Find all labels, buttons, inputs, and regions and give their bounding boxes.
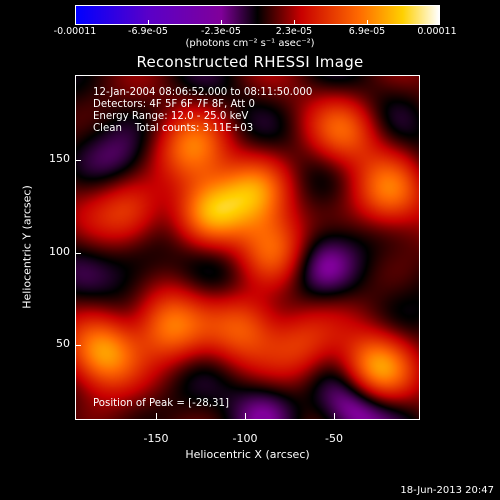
heatmap-image [76, 76, 419, 419]
colorbar-gradient [76, 6, 439, 24]
colorbar-tick-label: -0.00011 [53, 26, 97, 37]
colorbar-tick-mark [367, 20, 368, 25]
colorbar-tick-label: -6.9e-05 [128, 26, 168, 37]
time-range-label: 12-Jan-2004 08:06:52.000 to 08:11:50.000 [93, 87, 313, 98]
colorbar [75, 5, 440, 25]
x-tick-mark [245, 413, 246, 419]
colorbar-tick-mark [148, 20, 149, 25]
colorbar-tick-label: 0.00011 [417, 26, 457, 37]
colorbar-tick-label: -2.3e-05 [201, 26, 241, 37]
colorbar-tick-mark [439, 20, 440, 25]
x-tick-label: -100 [232, 432, 258, 445]
colorbar-tick-mark [294, 20, 295, 25]
y-tick-label: 100 [49, 245, 70, 258]
colorbar-units: (photons cm⁻² s⁻¹ asec⁻²) [185, 38, 315, 49]
x-tick-label: -50 [325, 432, 343, 445]
y-axis-label: Heliocentric Y (arcsec) [20, 185, 34, 309]
heatmap-plot [75, 75, 420, 420]
x-tick-mark [334, 413, 335, 419]
x-tick-label: -150 [143, 432, 169, 445]
peak-position-label: Position of Peak = [-28,31] [93, 398, 229, 409]
detectors-label: Detectors: 4F 5F 6F 7F 8F, Att 0 [93, 99, 256, 110]
timestamp: 18-Jun-2013 20:47 [400, 485, 494, 496]
colorbar-tick-mark [75, 20, 76, 25]
x-tick-mark [156, 413, 157, 419]
colorbar-tick-mark [221, 20, 222, 25]
colorbar-tick-label: 2.3e-05 [275, 26, 313, 37]
plot-title: Reconstructed RHESSI Image [136, 53, 364, 71]
y-tick-label: 150 [49, 152, 70, 165]
x-axis-label: Heliocentric X (arcsec) [185, 448, 310, 461]
colorbar-tick-label: 6.9e-05 [348, 26, 386, 37]
energy-range-label: Energy Range: 12.0 - 25.0 keV [93, 111, 249, 122]
y-tick-mark [75, 345, 81, 346]
y-tick-label: 50 [56, 337, 70, 350]
y-tick-mark [75, 253, 81, 254]
y-tick-mark [75, 160, 81, 161]
method-counts-label: Clean Total counts: 3.11E+03 [93, 123, 254, 134]
